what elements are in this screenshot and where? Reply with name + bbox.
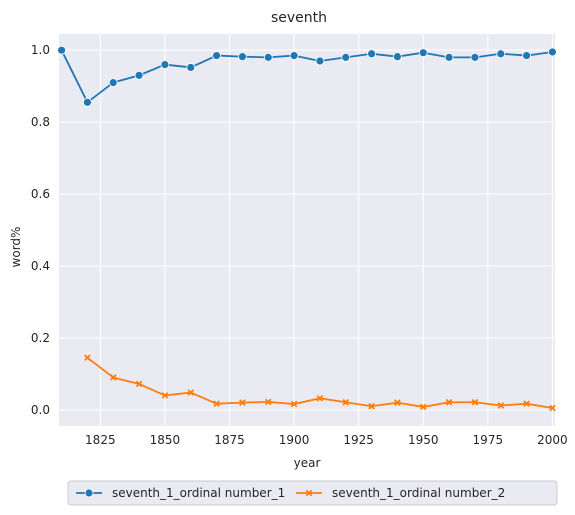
series-1-point [186, 63, 196, 72]
series-2-point [419, 403, 427, 411]
series-2-point [471, 398, 479, 406]
legend: seventh_1_ordinal number_1 seventh_1_ordi… [67, 480, 558, 506]
x-tick-label: 1825 [85, 433, 116, 447]
series-2-point [239, 399, 246, 406]
x-tick-label: 1975 [473, 433, 504, 447]
series-1-point [83, 97, 92, 107]
x-axis-title: year [294, 456, 321, 470]
chart-title: seventh [271, 10, 327, 26]
series-2-point [316, 394, 324, 402]
series-1-point [470, 52, 480, 62]
series-1-point [263, 52, 273, 62]
y-tick-label: 0.0 [31, 403, 50, 417]
series-2-point [445, 398, 453, 406]
series-1-point [418, 48, 428, 58]
series-1-point [367, 49, 376, 59]
x-tick-label: 1950 [408, 433, 439, 447]
x-tick-label: 2000 [537, 433, 568, 447]
series-1-point [160, 60, 170, 69]
series-2-point [394, 399, 401, 406]
legend-marker [84, 488, 94, 498]
series-2-point [368, 402, 375, 410]
series-1-point [522, 51, 531, 60]
series-1 [57, 45, 557, 107]
series-2-point [109, 374, 117, 381]
series-1-point [341, 52, 351, 62]
tick-labels: 1825 1850 1875 1900 1925 1950 1975 2000 0.0 0.2 0.… [31, 43, 568, 447]
series-1-point [238, 52, 247, 62]
series-2 [84, 354, 556, 412]
series-2-point [290, 400, 298, 408]
y-tick-label: 0.6 [31, 187, 50, 201]
y-tick-label: 0.2 [31, 331, 50, 345]
series-1-point [57, 45, 66, 55]
series-2-point [161, 392, 169, 399]
series-2-point [497, 402, 505, 409]
series-2-point [264, 398, 272, 406]
x-tick-label: 1900 [279, 433, 310, 447]
y-tick-label: 0.4 [31, 259, 50, 273]
series-1-point [444, 52, 454, 62]
series-1-point [212, 51, 221, 60]
series-2-point [187, 389, 195, 396]
series-2-point [135, 380, 143, 388]
series-1-point [289, 51, 299, 60]
legend-label: seventh_1_ordinal number_2 [332, 486, 505, 500]
series-1-point [108, 78, 118, 87]
grid [59, 34, 555, 426]
series-1-point [548, 47, 557, 57]
series-1-point [134, 70, 144, 80]
plot-area [59, 34, 555, 426]
series-2-point [549, 404, 556, 412]
x-tick-label: 1850 [150, 433, 181, 447]
series-2-point [342, 398, 350, 406]
y-axis-title: word% [9, 227, 23, 268]
series-layer [57, 45, 557, 412]
series-2-point [213, 400, 220, 408]
legend-item-2: seventh_1_ordinal number_2 [296, 486, 505, 500]
series-2-point [84, 354, 91, 362]
series-1-point [496, 49, 506, 59]
x-tick-label: 1925 [343, 433, 374, 447]
y-tick-label: 0.8 [31, 115, 50, 129]
y-tick-label: 1.0 [31, 43, 50, 57]
x-tick-label: 1875 [214, 433, 245, 447]
series-1-point [315, 56, 325, 66]
legend-marker [305, 489, 313, 497]
legend-item-1: seventh_1_ordinal number_1 [76, 486, 285, 500]
legend-label: seventh_1_ordinal number_1 [112, 486, 285, 500]
series-1-point [393, 52, 402, 62]
series-2-point [523, 400, 530, 408]
